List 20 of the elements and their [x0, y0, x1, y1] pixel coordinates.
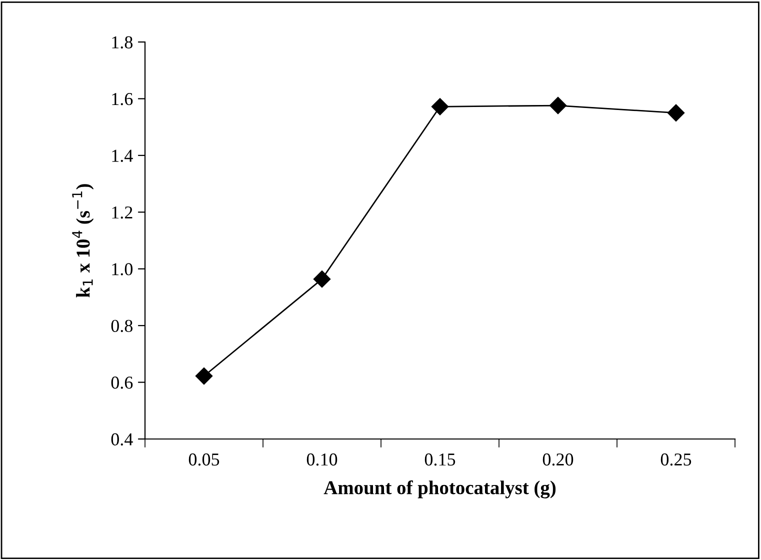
y-tick-label: 0.4 [111, 433, 133, 446]
y-tick-label: 0.6 [111, 376, 133, 389]
x-tick-label: 0.10 [306, 453, 338, 466]
y-tick-label: 1.8 [112, 36, 133, 49]
y-tick-label: 1.6 [112, 93, 133, 106]
x-tick-label: 0.15 [424, 453, 456, 466]
y-tick-label: 1.0 [112, 263, 133, 276]
point [667, 104, 685, 122]
x-tick-label: 0.05 [188, 453, 220, 466]
point [549, 96, 567, 114]
point [195, 367, 213, 385]
point [431, 98, 449, 116]
y-tick-label: 1.4 [112, 150, 133, 162]
point [313, 270, 331, 288]
y-tick-label: 0.8 [111, 320, 133, 332]
x-tick-label: 0.20 [542, 453, 574, 466]
x-axis-title: Amount of photocatalyst (g) [324, 480, 556, 498]
y-tick-label: 1.2 [112, 206, 132, 219]
y-axis-title: k$_{1}$ x 10$^{4}$ (s$^{−1}$) [72, 184, 94, 298]
x-tick-label: 0.25 [660, 453, 692, 466]
